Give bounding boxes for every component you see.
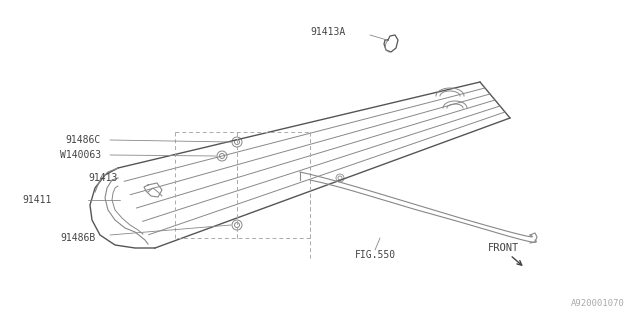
Text: 91486B: 91486B <box>60 233 95 243</box>
Text: 91413A: 91413A <box>310 27 345 37</box>
Text: 91411: 91411 <box>22 195 51 205</box>
Text: 91413: 91413 <box>88 173 117 183</box>
Text: W140063: W140063 <box>60 150 101 160</box>
Text: 91486C: 91486C <box>65 135 100 145</box>
Text: FIG.550: FIG.550 <box>355 250 396 260</box>
Text: A920001070: A920001070 <box>572 299 625 308</box>
Text: FRONT: FRONT <box>488 243 519 253</box>
